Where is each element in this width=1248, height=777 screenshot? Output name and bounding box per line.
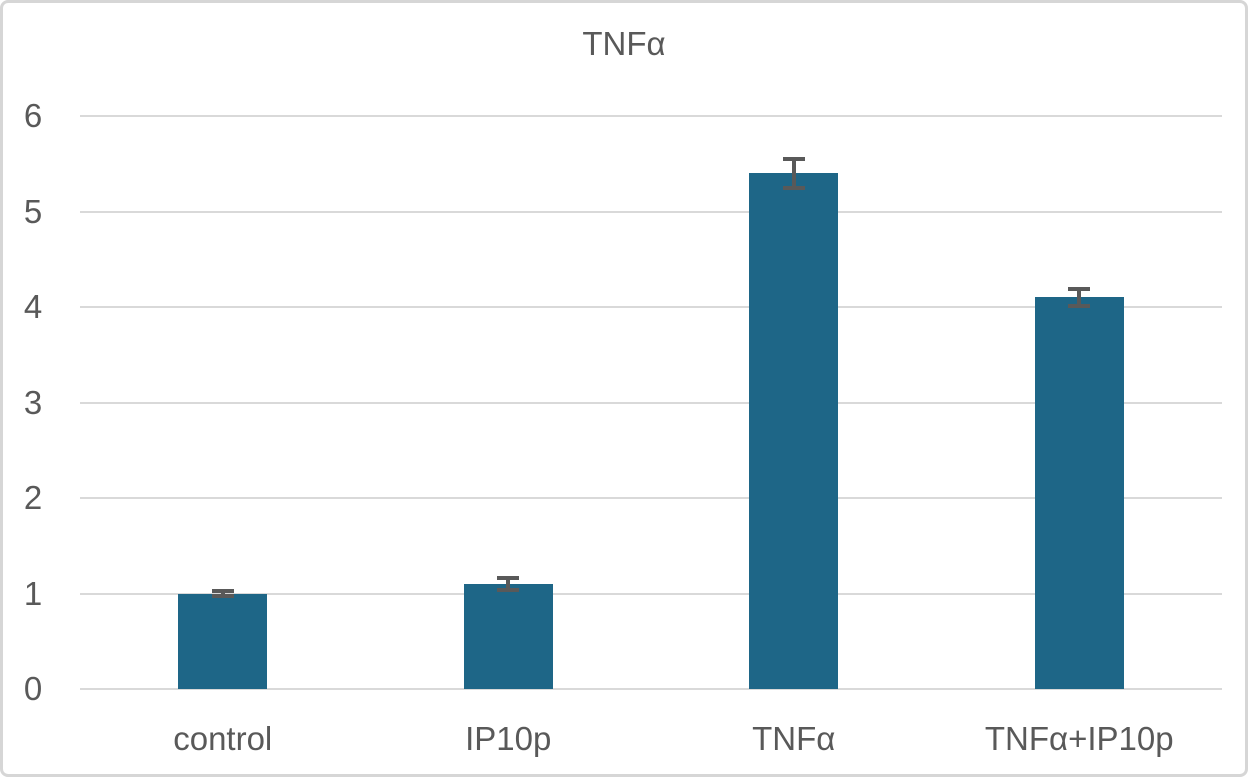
- error-bar-cap: [782, 185, 805, 190]
- error-bar: [506, 578, 511, 590]
- chart-title: TNFα: [582, 25, 666, 62]
- y-tick-label: 2: [23, 479, 43, 516]
- bar: [463, 583, 553, 689]
- x-category-label: TNFα+IP10p: [984, 720, 1174, 757]
- error-bar-cap: [497, 587, 520, 592]
- y-tick-label: 5: [23, 192, 43, 230]
- error-bar-cap: [211, 594, 234, 599]
- gridline: [80, 688, 1222, 690]
- error-bar-cap: [1068, 304, 1091, 309]
- y-tick-label: 6: [23, 97, 43, 134]
- bar: [178, 593, 268, 689]
- x-category-label: TNFα: [752, 720, 836, 757]
- gridline: [80, 306, 1222, 308]
- error-bar-cap: [1068, 286, 1091, 291]
- y-tick-label: 0: [23, 670, 43, 707]
- bar: [749, 173, 839, 689]
- gridline: [80, 115, 1222, 117]
- x-category-label: control: [173, 720, 273, 757]
- error-bar: [791, 158, 796, 188]
- gridline: [80, 497, 1222, 499]
- gridline: [80, 401, 1222, 404]
- y-tick-label: 3: [23, 383, 43, 421]
- gridline: [80, 210, 1222, 213]
- bar: [1034, 297, 1124, 689]
- y-tick-label: 4: [23, 288, 43, 325]
- error-bar: [220, 590, 225, 597]
- x-category-label: IP10p: [465, 720, 552, 757]
- y-tick-label: 1: [23, 574, 43, 612]
- error-bar-cap: [497, 576, 520, 581]
- y-axis-labels: 0 1 2 3 4 5 6: [9, 97, 57, 707]
- plot-area: [80, 115, 1222, 690]
- gridline: [80, 592, 1222, 595]
- x-axis-labels: control IP10p TNFα TNFα+IP10p: [80, 715, 1222, 767]
- error-bar-cap: [211, 588, 234, 593]
- error-bar: [1077, 288, 1082, 307]
- error-bar-cap: [782, 156, 805, 161]
